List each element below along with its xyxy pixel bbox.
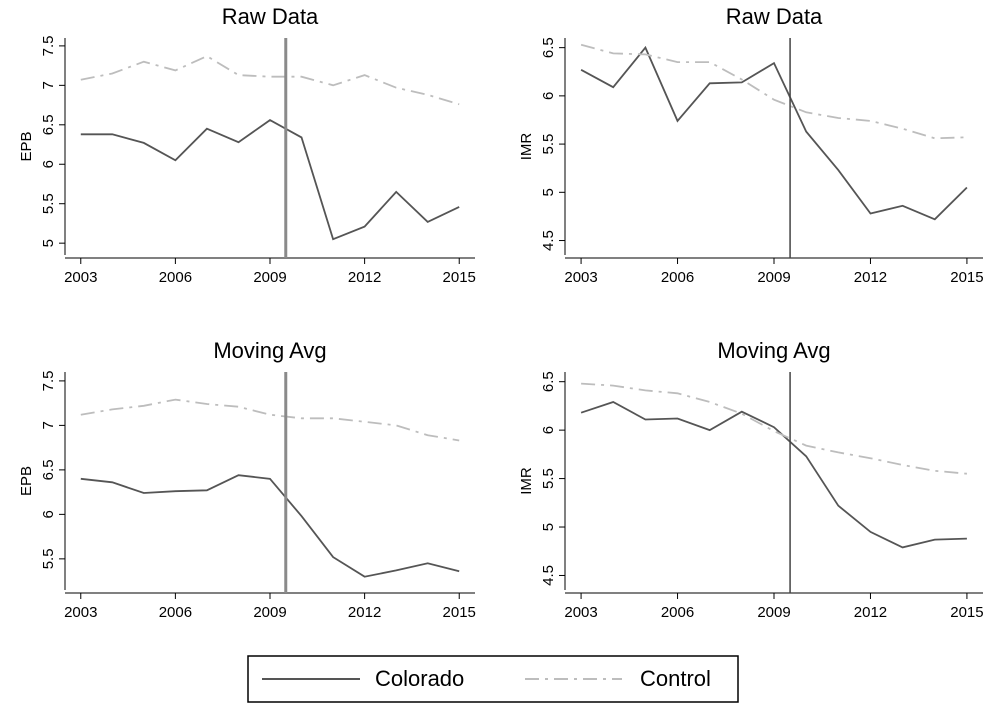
x-tick-label: 2012 (348, 269, 381, 286)
y-tick-label: 5 (540, 523, 557, 531)
y-tick-label: 6.5 (540, 371, 557, 392)
y-axis-label: EPB (18, 466, 35, 496)
y-axis-label: EPB (18, 131, 35, 161)
y-tick-label: 6 (540, 92, 557, 100)
y-tick-label: 5.5 (540, 468, 557, 489)
x-tick-label: 2015 (950, 604, 983, 621)
x-tick-label: 2003 (564, 604, 597, 621)
series-line (80, 119, 460, 241)
y-tick-label: 5.5 (40, 193, 57, 214)
y-tick-label: 5 (40, 239, 57, 247)
x-tick-label: 2015 (443, 269, 476, 286)
series-line (580, 43, 967, 140)
x-tick-label: 2009 (757, 269, 790, 286)
x-tick-label: 2006 (661, 269, 694, 286)
y-tick-label: 6.5 (40, 459, 57, 480)
x-tick-label: 2012 (854, 604, 887, 621)
legend-label: Colorado (375, 666, 464, 691)
series-line (580, 45, 968, 221)
x-tick-label: 2015 (950, 269, 983, 286)
y-tick-label: 7.5 (40, 370, 57, 391)
x-tick-label: 2009 (757, 604, 790, 621)
series-line (581, 382, 967, 475)
y-tick-label: 7 (40, 81, 57, 89)
y-tick-label: 4.5 (540, 565, 557, 586)
y-tick-label: 5 (540, 188, 557, 196)
y-tick-label: 5.5 (40, 548, 57, 569)
y-tick-label: 5.5 (540, 134, 557, 155)
y-tick-label: 6 (540, 426, 557, 434)
x-tick-label: 2003 (564, 269, 597, 286)
x-tick-label: 2003 (64, 269, 97, 286)
legend-label: Control (640, 666, 711, 691)
y-tick-label: 7.5 (40, 35, 57, 56)
x-tick-label: 2015 (443, 604, 476, 621)
y-tick-label: 6.5 (40, 114, 57, 135)
chart-title: Raw Data (222, 4, 319, 29)
x-tick-label: 2003 (64, 604, 97, 621)
y-axis-label: IMR (518, 467, 535, 495)
y-tick-label: 4.5 (540, 230, 557, 251)
y-tick-label: 6 (40, 160, 57, 168)
series-line (80, 55, 460, 106)
y-axis-label: IMR (518, 133, 535, 161)
x-tick-label: 2006 (661, 604, 694, 621)
x-tick-label: 2009 (253, 269, 286, 286)
x-tick-label: 2006 (159, 604, 192, 621)
x-tick-label: 2009 (253, 604, 286, 621)
chart-title: Raw Data (726, 4, 823, 29)
series-line (80, 474, 460, 578)
series-line (580, 401, 967, 549)
x-tick-label: 2006 (159, 269, 192, 286)
legend-box (247, 655, 739, 703)
x-tick-label: 2012 (854, 269, 887, 286)
x-tick-label: 2012 (348, 604, 381, 621)
y-tick-label: 6.5 (540, 37, 557, 58)
y-tick-label: 7 (40, 421, 57, 429)
series-line (80, 398, 460, 442)
y-tick-label: 6 (40, 510, 57, 518)
chart-title: Moving Avg (717, 338, 830, 363)
chart-title: Moving Avg (213, 338, 326, 363)
